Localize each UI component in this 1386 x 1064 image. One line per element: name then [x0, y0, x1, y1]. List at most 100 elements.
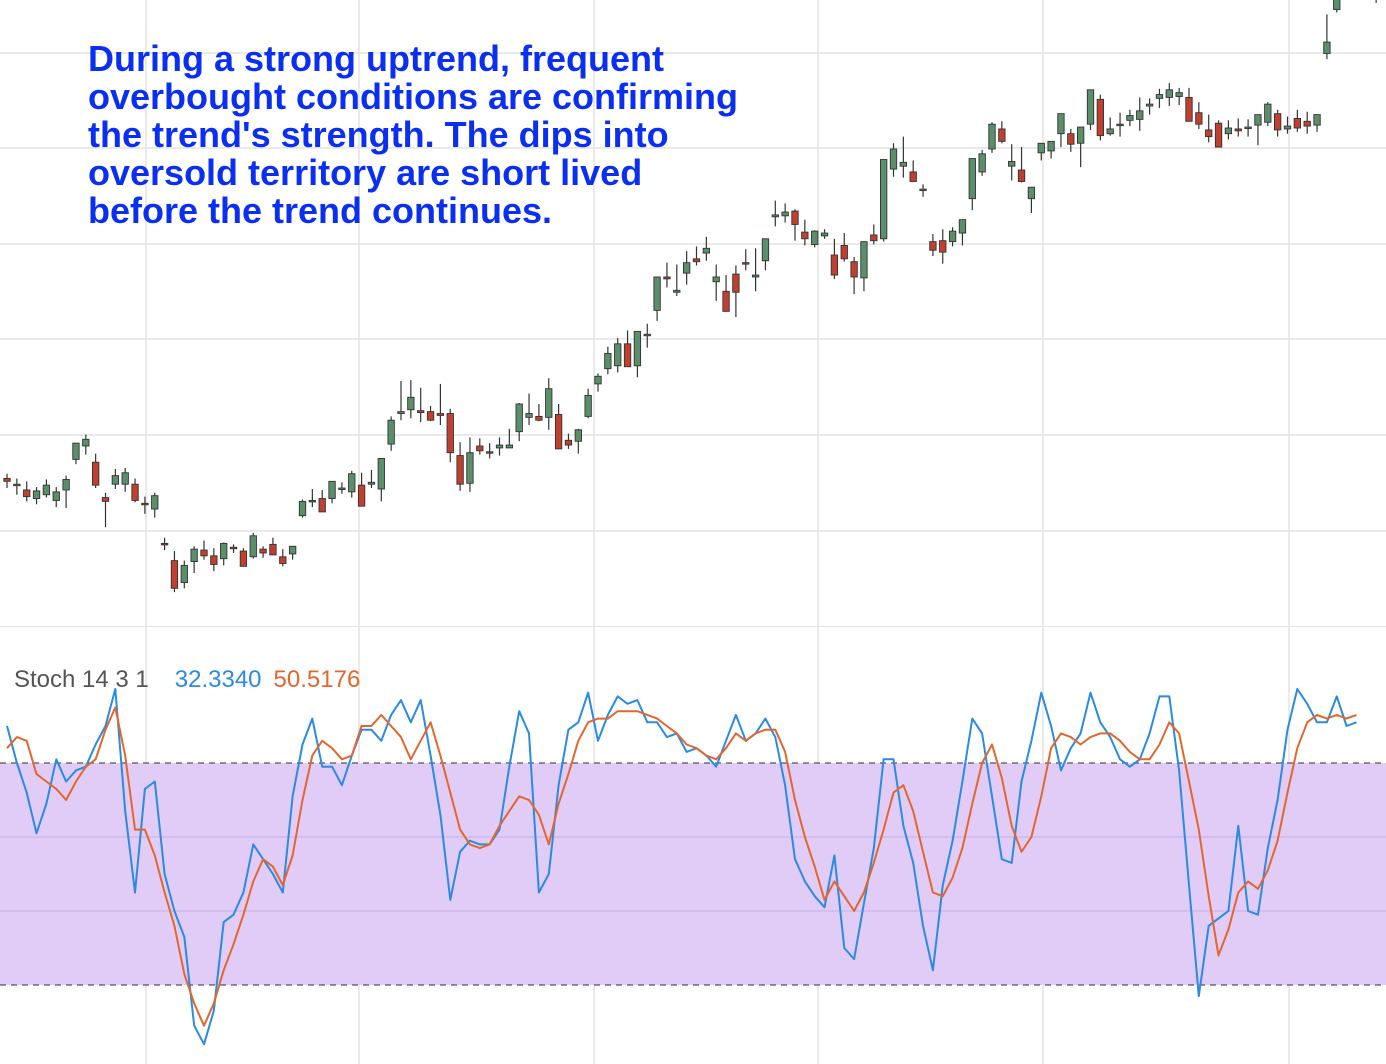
- candle: [515, 403, 523, 442]
- candle: [1224, 120, 1233, 140]
- candle-body: [1323, 41, 1331, 54]
- candle: [417, 387, 425, 423]
- stoch-d-value: 50.5176: [273, 666, 361, 693]
- candle-body: [348, 473, 356, 493]
- candle: [456, 442, 464, 491]
- candle-body: [1057, 113, 1065, 135]
- candle-body: [486, 451, 494, 454]
- candle: [1057, 113, 1065, 148]
- candle: [505, 428, 513, 449]
- candle: [958, 219, 967, 246]
- candlestick-series: [3, 0, 1377, 593]
- candle: [259, 546, 267, 558]
- candle-body: [1185, 96, 1193, 122]
- candle: [525, 393, 533, 425]
- candle: [1047, 140, 1055, 159]
- candle: [1303, 111, 1311, 134]
- candle: [3, 473, 11, 489]
- candle: [692, 246, 701, 266]
- candle: [1283, 116, 1292, 134]
- candle-body: [574, 429, 582, 442]
- candle: [249, 532, 257, 559]
- candle-body: [170, 560, 179, 589]
- candle-body: [289, 545, 297, 555]
- candle: [151, 492, 159, 518]
- candle: [141, 496, 149, 514]
- candle: [771, 200, 779, 227]
- candle-body: [1155, 94, 1164, 99]
- candle: [1313, 114, 1321, 132]
- candle: [91, 453, 100, 489]
- candle: [101, 492, 110, 528]
- candle: [328, 480, 336, 504]
- candle-body: [151, 495, 159, 510]
- candle: [1086, 89, 1095, 130]
- candle-body: [791, 210, 799, 225]
- candle-body: [1264, 103, 1272, 123]
- candle: [170, 551, 179, 593]
- d-line-path: [6, 706, 1357, 1027]
- candle-body: [1293, 117, 1302, 129]
- candle-body: [1165, 89, 1173, 98]
- candle-body: [948, 230, 957, 243]
- candle-body: [604, 352, 612, 370]
- candle-body: [1106, 128, 1114, 135]
- stoch-k-value: 32.3340: [174, 666, 262, 693]
- candle-body: [52, 491, 60, 501]
- candle-body: [249, 535, 257, 558]
- candle-body: [82, 438, 90, 447]
- candle-body: [456, 455, 464, 485]
- candle: [1067, 128, 1075, 152]
- candle-body: [436, 413, 445, 416]
- candle: [1333, 0, 1341, 13]
- candle-body: [259, 548, 267, 554]
- candle-body: [1037, 142, 1045, 154]
- candle-body: [1283, 125, 1292, 130]
- candle: [1116, 112, 1124, 137]
- candle-body: [998, 128, 1006, 142]
- candle-body: [1234, 128, 1242, 132]
- candle-body: [121, 472, 129, 485]
- candle-body: [850, 261, 858, 278]
- candle-body: [101, 497, 110, 502]
- candle-body: [298, 500, 307, 517]
- candle-body: [91, 461, 100, 486]
- candle: [13, 478, 21, 495]
- stoch-band: [0, 762, 1386, 986]
- candle: [1165, 83, 1173, 107]
- candle: [722, 275, 730, 312]
- candle: [42, 479, 51, 498]
- candle-body: [771, 214, 779, 218]
- candle: [72, 442, 80, 465]
- candle: [200, 540, 208, 560]
- candle: [712, 264, 720, 301]
- candle: [32, 487, 41, 505]
- candle-body: [978, 153, 986, 173]
- candle-body: [820, 232, 829, 237]
- candle-body: [545, 388, 553, 418]
- stoch-k-line: [6, 688, 1357, 1046]
- candle: [180, 560, 188, 589]
- candle: [239, 548, 248, 567]
- candle: [968, 158, 976, 211]
- candle-body: [1254, 114, 1262, 126]
- candle-body: [23, 489, 31, 498]
- candle: [948, 227, 957, 247]
- candle: [781, 203, 789, 223]
- candle-body: [1116, 123, 1124, 127]
- candle: [732, 265, 740, 318]
- candle-body: [554, 414, 563, 450]
- candle: [860, 241, 868, 292]
- candle: [1096, 94, 1105, 141]
- candle-body: [653, 276, 661, 311]
- candle-body: [899, 161, 908, 167]
- candle: [1037, 142, 1045, 161]
- candle-body: [988, 123, 996, 150]
- candle: [820, 229, 829, 239]
- candle-body: [1244, 126, 1252, 129]
- candle: [889, 143, 898, 177]
- candle: [791, 209, 799, 241]
- candle-body: [919, 188, 927, 192]
